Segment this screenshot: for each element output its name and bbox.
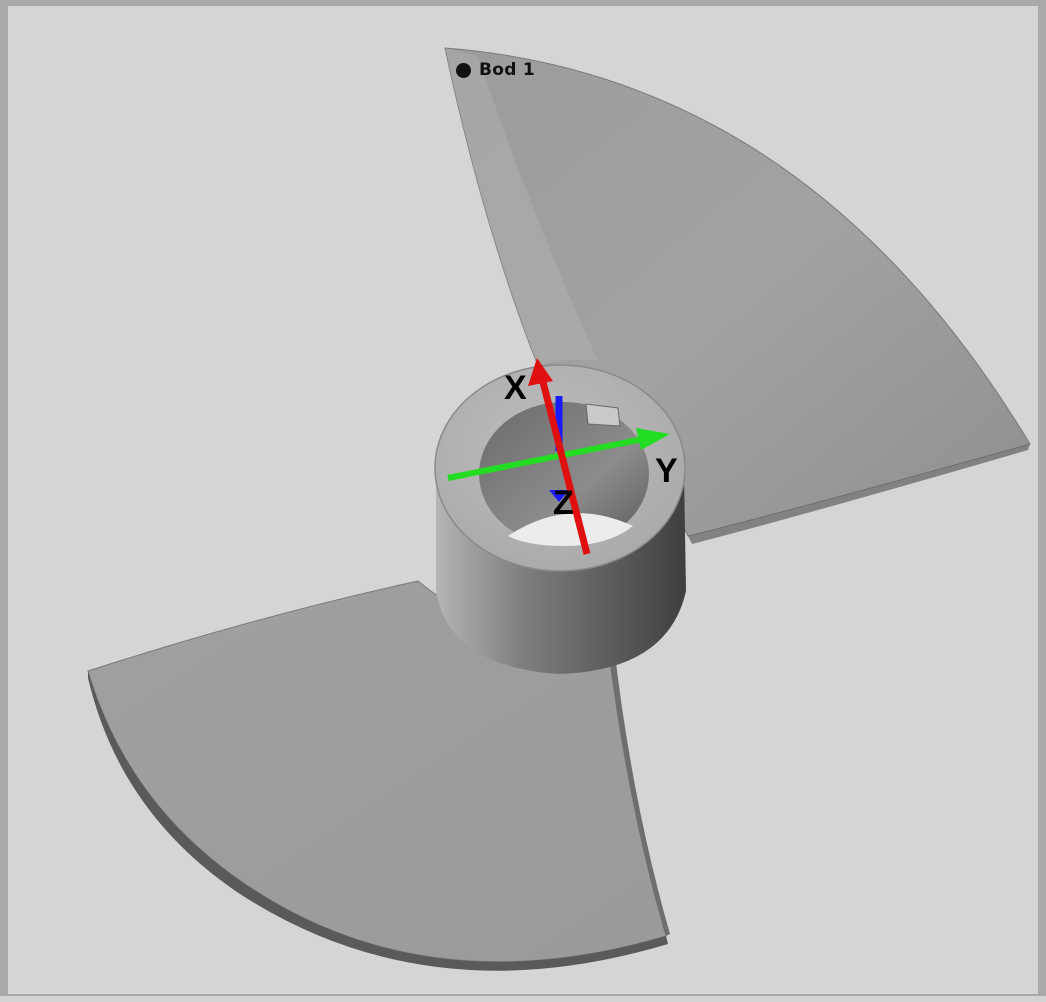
blade-lower[interactable] (87, 580, 670, 971)
axis-triad (447, 358, 670, 555)
hub[interactable] (434, 364, 686, 674)
keyway (585, 403, 621, 427)
axis-x-arrow (528, 358, 591, 555)
blade-upper[interactable] (444, 47, 1031, 544)
point-marker[interactable]: Bod 1 (456, 60, 535, 80)
propeller-model[interactable] (8, 6, 1046, 1002)
axis-z-label: Z (553, 484, 574, 522)
point-dot-icon (456, 62, 471, 78)
axis-y-label: Y (655, 452, 678, 490)
point-label-text: Bod 1 (479, 60, 536, 80)
axis-y-arrow (447, 428, 670, 481)
axis-x-label: X (504, 369, 527, 407)
